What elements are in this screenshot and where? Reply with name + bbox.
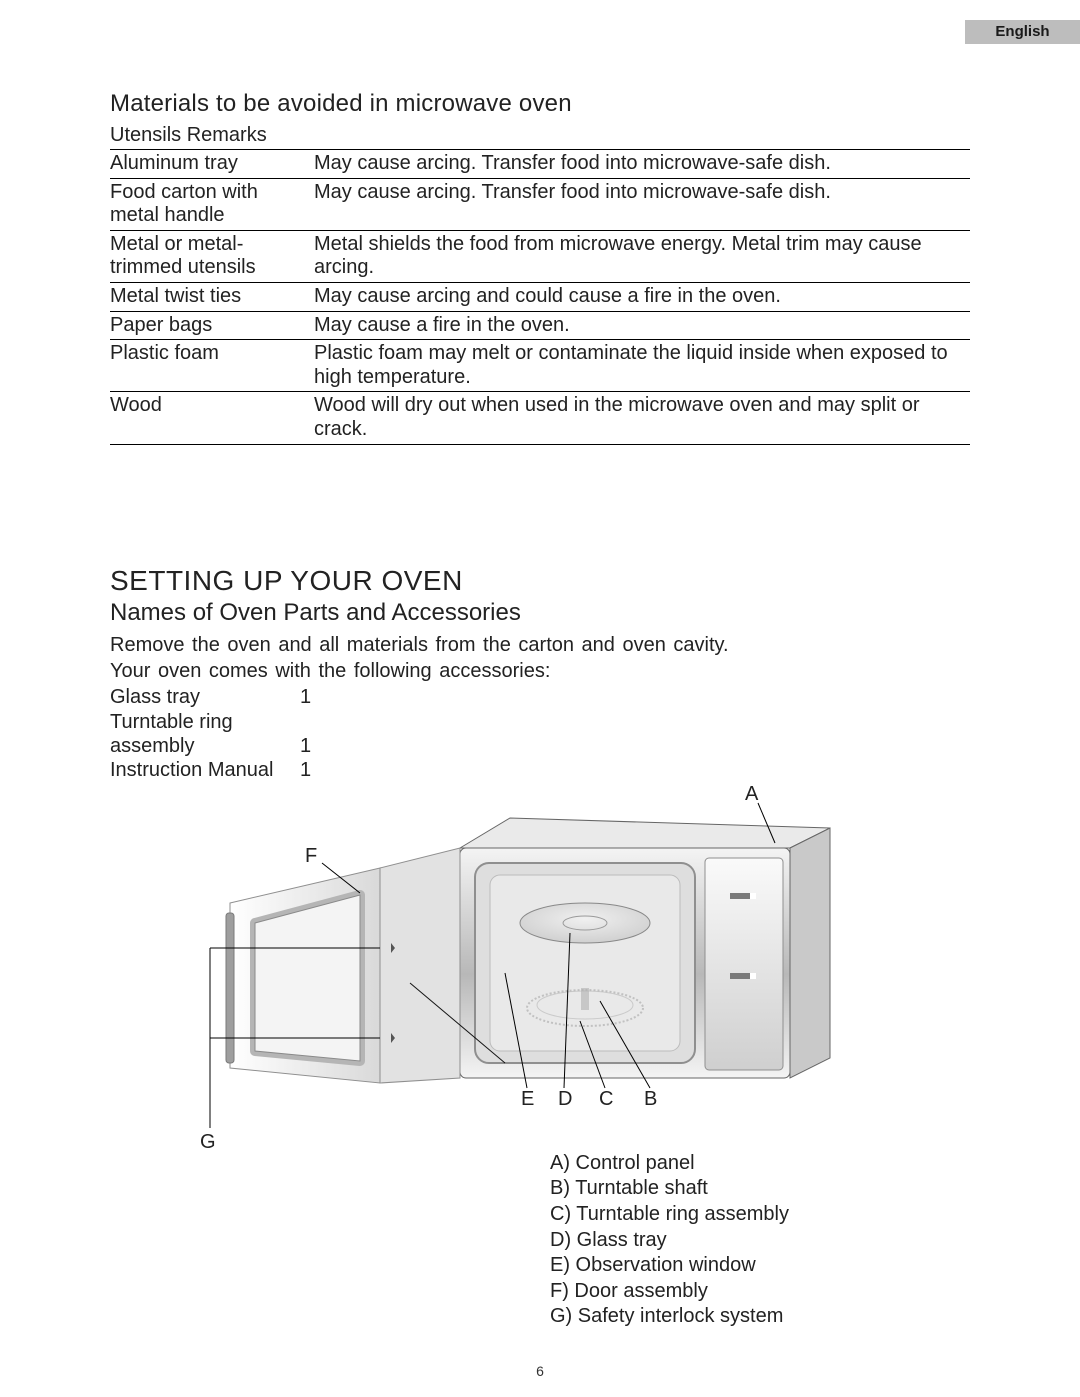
accessory-qty: 1 bbox=[300, 734, 311, 758]
remark-cell: May cause arcing. Transfer food into mic… bbox=[314, 150, 970, 179]
diagram-legend: A) Control panelB) Turntable shaftC) Tur… bbox=[550, 1151, 970, 1330]
intro-line: Your oven comes with the following acces… bbox=[110, 659, 970, 683]
table-row: Paper bagsMay cause a fire in the oven. bbox=[110, 311, 970, 340]
utensil-cell: Plastic foam bbox=[110, 340, 314, 392]
page-number: 6 bbox=[0, 1363, 1080, 1379]
utensil-cell: Food carton with metal handle bbox=[110, 178, 314, 230]
accessory-row: Glass tray1 bbox=[110, 685, 970, 709]
remark-cell: Metal shields the food from microwave en… bbox=[314, 230, 970, 282]
setup-subheading: Names of Oven Parts and Accessories bbox=[110, 599, 970, 627]
accessory-name: Turntable ring assembly bbox=[110, 710, 300, 759]
table-row: Food carton with metal handleMay cause a… bbox=[110, 178, 970, 230]
accessory-name: Glass tray bbox=[110, 685, 300, 709]
remark-cell: Wood will dry out when used in the micro… bbox=[314, 392, 970, 444]
materials-title: Materials to be avoided in microwave ove… bbox=[110, 90, 970, 118]
utensil-cell: Metal twist ties bbox=[110, 282, 314, 311]
diagram-label-e: E bbox=[521, 1088, 534, 1111]
accessory-qty: 1 bbox=[300, 685, 311, 709]
materials-table: Aluminum trayMay cause arcing. Transfer … bbox=[110, 149, 970, 445]
table-row: Metal or metal-trimmed utensilsMetal shi… bbox=[110, 230, 970, 282]
utensil-cell: Paper bags bbox=[110, 311, 314, 340]
legend-line: D) Glass tray bbox=[550, 1228, 970, 1254]
remark-cell: May cause a fire in the oven. bbox=[314, 311, 970, 340]
table-row: Metal twist tiesMay cause arcing and cou… bbox=[110, 282, 970, 311]
utensil-cell: Aluminum tray bbox=[110, 150, 314, 179]
setup-heading: SETTING UP YOUR OVEN bbox=[110, 565, 970, 597]
materials-caption: Utensils Remarks bbox=[110, 124, 970, 147]
remark-cell: Plastic foam may melt or contaminate the… bbox=[314, 340, 970, 392]
diagram-label-a: A bbox=[745, 783, 758, 806]
oven-diagram: A B C D E F G bbox=[110, 773, 970, 1143]
diagram-label-g: G bbox=[200, 1131, 216, 1154]
diagram-label-c: C bbox=[599, 1088, 613, 1111]
table-row: Aluminum trayMay cause arcing. Transfer … bbox=[110, 150, 970, 179]
legend-line: E) Observation window bbox=[550, 1253, 970, 1279]
remark-cell: May cause arcing. Transfer food into mic… bbox=[314, 178, 970, 230]
legend-line: F) Door assembly bbox=[550, 1279, 970, 1305]
utensil-cell: Wood bbox=[110, 392, 314, 444]
legend-line: B) Turntable shaft bbox=[550, 1176, 970, 1202]
diagram-label-f: F bbox=[305, 845, 317, 868]
accessory-row: Turntable ring assembly1 bbox=[110, 710, 970, 759]
legend-line: A) Control panel bbox=[550, 1151, 970, 1177]
remark-cell: May cause arcing and could cause a fire … bbox=[314, 282, 970, 311]
legend-line: G) Safety interlock system bbox=[550, 1304, 970, 1330]
language-tag: English bbox=[965, 20, 1080, 44]
diagram-label-b: B bbox=[644, 1088, 657, 1111]
intro-line: Remove the oven and all materials from t… bbox=[110, 633, 970, 657]
legend-line: C) Turntable ring assembly bbox=[550, 1202, 970, 1228]
diagram-label-d: D bbox=[558, 1088, 572, 1111]
utensil-cell: Metal or metal-trimmed utensils bbox=[110, 230, 314, 282]
table-row: Plastic foamPlastic foam may melt or con… bbox=[110, 340, 970, 392]
table-row: WoodWood will dry out when used in the m… bbox=[110, 392, 970, 444]
